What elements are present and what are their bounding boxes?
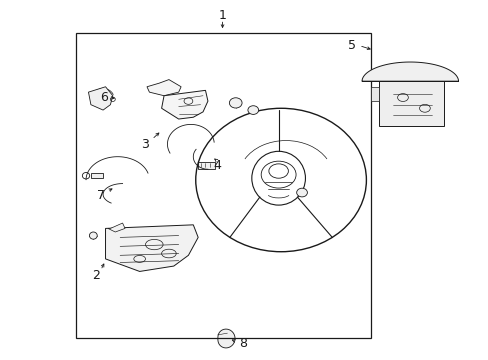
Text: 3: 3 (141, 138, 148, 150)
Polygon shape (361, 62, 458, 81)
Text: 6: 6 (101, 91, 108, 104)
Text: 5: 5 (347, 39, 355, 52)
Ellipse shape (229, 98, 242, 108)
Polygon shape (88, 87, 113, 110)
Polygon shape (370, 87, 378, 101)
Text: 2: 2 (92, 269, 100, 282)
Ellipse shape (89, 232, 97, 239)
Polygon shape (161, 90, 207, 119)
Polygon shape (198, 162, 215, 169)
Polygon shape (105, 225, 198, 271)
Text: 7: 7 (97, 189, 104, 202)
Ellipse shape (247, 106, 258, 114)
Polygon shape (91, 173, 103, 178)
Bar (76, 33, 370, 338)
Text: 4: 4 (213, 159, 221, 172)
Text: 1: 1 (218, 9, 226, 22)
Text: 8: 8 (239, 337, 246, 350)
Polygon shape (218, 329, 235, 348)
Ellipse shape (296, 188, 307, 197)
Polygon shape (147, 80, 181, 96)
Polygon shape (108, 223, 125, 232)
Polygon shape (378, 81, 444, 126)
